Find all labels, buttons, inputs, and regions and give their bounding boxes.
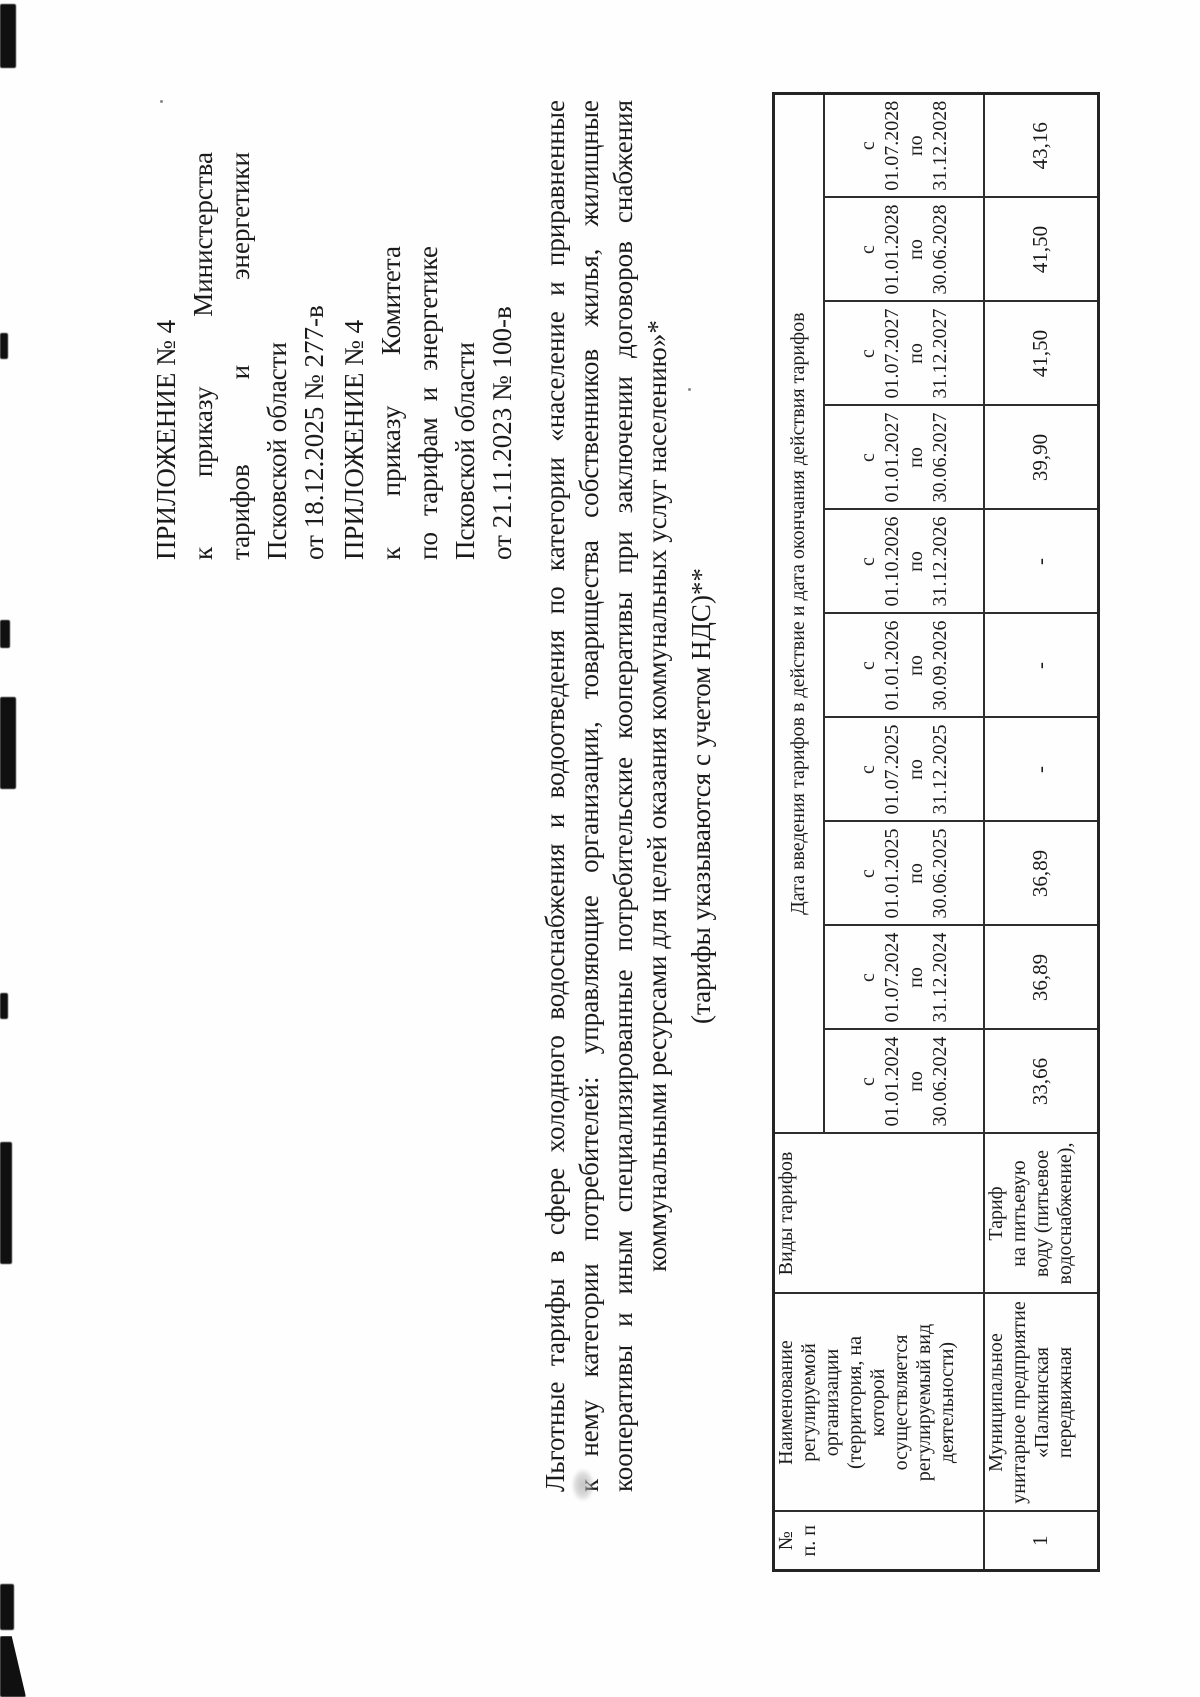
appendix-block-committee: ПРИЛОЖЕНИЕ № 4 к приказу Комитета по тар…	[336, 246, 521, 560]
document-title: Льготные тарифы в сфере холодного водосн…	[538, 100, 718, 1492]
title-line: кооперативы и иным специализированные по…	[608, 100, 638, 1492]
title-line: к нему категории потребителей: управляющ…	[574, 100, 604, 1492]
col-header-period-10: с 01.07.2028 по 31.12.2028	[823, 93, 984, 198]
col-header-organization: Наименование регулируемой организации (т…	[773, 1293, 984, 1512]
scan-artifact	[0, 333, 8, 359]
appendix-line: тарифов и энергетики	[225, 152, 255, 560]
scan-artifact	[0, 993, 8, 1019]
row-number-cell: 1	[983, 1511, 1099, 1571]
col-header-period-5: с 01.01.2026 по 30.09.2026	[823, 613, 984, 718]
table-row: 1 Муниципальное унитарное предприятие «П…	[983, 93, 1099, 1571]
scan-artifact	[0, 697, 16, 789]
tariff-value-cell: 39,90	[983, 405, 1099, 510]
appendix-line: к приказу Министерства	[188, 152, 218, 560]
col-header-period-6: с 01.10.2026 по 31.12.2026	[823, 509, 984, 614]
appendix-line: ПРИЛОЖЕНИЕ № 4	[151, 319, 181, 560]
appendix-line: от 18.12.2025 № 277-в	[299, 305, 329, 560]
scan-smudge	[572, 1469, 594, 1501]
scan-artifact	[0, 620, 10, 648]
scan-artifact	[0, 4, 16, 68]
appendix-line: по тарифам и энергетике	[413, 246, 443, 560]
scan-artifact	[0, 1584, 14, 1630]
tariff-value-cell: 41,50	[983, 197, 1099, 302]
col-header-dates-group: Дата введения тарифов в действие и дата …	[773, 93, 824, 1134]
tariff-value-cell: -	[983, 509, 1099, 614]
appendix-line: ПРИЛОЖЕНИЕ № 4	[339, 319, 369, 560]
scan-artifact	[0, 1142, 12, 1264]
tariff-value-cell: -	[983, 613, 1099, 718]
tariff-value-cell: 43,16	[983, 93, 1099, 198]
table-header-row-1: № п. п Наименование регулируемой организ…	[773, 93, 984, 1571]
appendix-line: Псковской области	[450, 341, 480, 560]
title-line: Льготные тарифы в сфере холодного водосн…	[540, 100, 570, 1492]
col-header-period-4: с 01.07.2025 по 31.12.2025	[823, 717, 984, 822]
col-header-period-2: с 01.07.2024 по 31.12.2024	[823, 925, 984, 1030]
tariff-value-cell: 36,89	[983, 925, 1099, 1030]
tariff-value-cell: 36,89	[983, 821, 1099, 926]
organization-cell: Муниципальное унитарное предприятие «Пал…	[983, 1293, 1099, 1512]
appendix-line: от 21.11.2023 № 100-в	[487, 306, 517, 560]
col-header-period-7: с 01.01.2027 по 30.06.2027	[823, 405, 984, 510]
title-line: коммунальными ресурсами для целей оказан…	[642, 320, 672, 1272]
col-header-number: № п. п	[773, 1511, 984, 1571]
tariff-table: № п. п Наименование регулируемой организ…	[772, 91, 1100, 1572]
col-header-period-9: с 01.01.2028 по 30.06.2028	[823, 197, 984, 302]
appendix-line: к приказу Комитета	[376, 246, 406, 560]
scan-speck	[688, 388, 691, 391]
tariff-type-cell: Тариф на питьевую воду (питьевое водосна…	[983, 1133, 1099, 1294]
appendix-line: Псковской области	[262, 341, 292, 560]
col-header-period-8: с 01.07.2027 по 31.12.2027	[823, 301, 984, 406]
tariff-value-cell: -	[983, 717, 1099, 822]
col-header-tariff-type: Виды тарифов	[773, 1133, 984, 1294]
col-header-period-3: с 01.01.2025 по 30.06.2025	[823, 821, 984, 926]
col-header-period-1: с 01.01.2024 по 30.06.2024	[823, 1029, 984, 1134]
appendix-block-ministry: ПРИЛОЖЕНИЕ № 4 к приказу Министерства та…	[148, 152, 333, 560]
tariff-value-cell: 41,50	[983, 301, 1099, 406]
title-line: (тарифы указываются с учетом НДС)**	[686, 568, 716, 1024]
tariff-value-cell: 33,66	[983, 1029, 1099, 1134]
scan-speck	[160, 100, 163, 103]
